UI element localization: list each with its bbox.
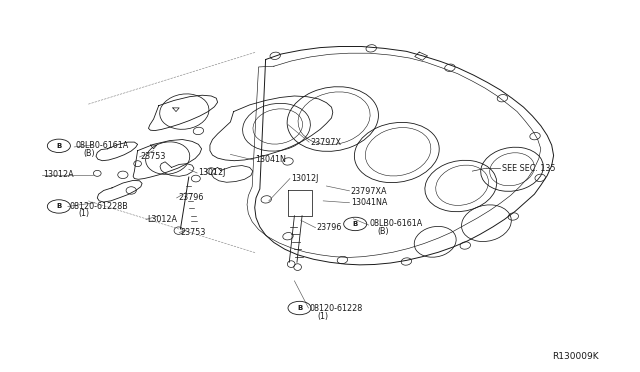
Text: (B): (B) [83,149,95,158]
Text: 13041NA: 13041NA [351,198,387,207]
Text: 23797X: 23797X [310,138,341,147]
Text: 13012J: 13012J [198,169,226,177]
Text: 13012A: 13012A [44,170,74,179]
Text: (B): (B) [378,227,389,236]
Text: SEE SEC. 135: SEE SEC. 135 [502,164,556,173]
Text: (1): (1) [79,209,90,218]
Text: B: B [56,143,61,149]
Text: 23753: 23753 [141,153,166,161]
Text: B: B [353,221,358,227]
Text: B: B [56,203,61,209]
Text: 13041N: 13041N [255,155,285,164]
Text: 08120-61228B: 08120-61228B [69,202,128,211]
Text: 08LB0-6161A: 08LB0-6161A [370,219,423,228]
Text: 23796: 23796 [317,223,342,232]
Text: B: B [297,305,302,311]
Text: 23797XA: 23797XA [351,187,387,196]
Text: L3012A: L3012A [147,215,177,224]
Text: 23796: 23796 [178,193,204,202]
Text: 13012J: 13012J [291,174,319,183]
Text: 23753: 23753 [180,228,206,237]
Text: R130009K: R130009K [552,352,598,361]
Text: (1): (1) [317,312,328,321]
Text: 08LB0-6161A: 08LB0-6161A [76,141,129,150]
Text: 08120-61228: 08120-61228 [310,304,363,312]
